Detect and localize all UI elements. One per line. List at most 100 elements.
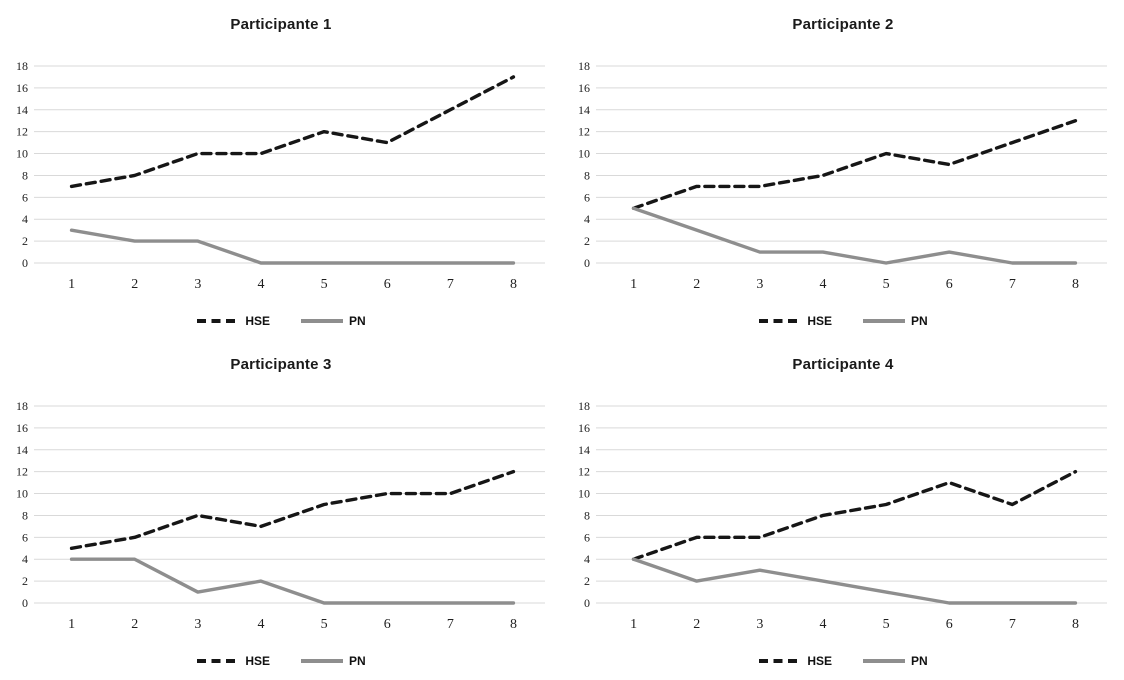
legend: HSE PN: [562, 302, 1124, 340]
y-tick-label: 6: [22, 530, 28, 544]
x-tick-label: 2: [131, 617, 138, 632]
legend: HSE PN: [0, 642, 562, 680]
solid-line-icon: [301, 319, 343, 323]
x-tick-label: 8: [510, 617, 517, 632]
y-tick-label: 2: [584, 574, 590, 588]
dashed-line-icon: [759, 319, 802, 323]
y-tick-label: 12: [16, 465, 28, 479]
x-tick-label: 5: [883, 277, 890, 292]
legend-item-pn: PN: [300, 654, 366, 668]
x-tick-label: 4: [257, 277, 264, 292]
solid-line-icon: [301, 659, 343, 663]
chart-participante-2: Participante 2 0 2 4 6 8 10 12 14 16 18 1 2 3 4 5 6 7 8 H…: [562, 0, 1124, 340]
y-tick-label: 4: [584, 552, 590, 566]
y-tick-label: 14: [578, 443, 590, 457]
y-tick-label: 2: [22, 234, 28, 248]
x-tick-label: 3: [756, 617, 763, 632]
y-tick-label: 2: [584, 234, 590, 248]
series-line-hse: [69, 75, 516, 189]
legend-item-hse: HSE: [196, 314, 270, 328]
series-line-hse: [69, 469, 516, 550]
dashed-line-icon: [197, 319, 240, 323]
legend-item-pn: PN: [300, 314, 366, 328]
chart-title: Participante 1: [230, 16, 332, 33]
legend-label: HSE: [807, 314, 832, 328]
y-tick-label: 4: [22, 552, 28, 566]
series-line-hse: [631, 119, 1078, 210]
x-tick-label: 2: [693, 617, 700, 632]
y-tick-label: 8: [584, 508, 590, 522]
x-tick-label: 1: [68, 617, 75, 632]
legend-item-pn: PN: [862, 314, 928, 328]
x-tick-label: 6: [946, 277, 953, 292]
y-tick-label: 10: [16, 147, 28, 161]
chart-participante-3: Participante 3 0 2 4 6 8 10 12 14 16 18 1 2 3 4 5 6 7 8 H…: [0, 340, 562, 680]
y-tick-label: 6: [584, 530, 590, 544]
solid-line-icon: [863, 319, 905, 323]
x-tick-label: 1: [630, 617, 637, 632]
x-tick-label: 2: [693, 277, 700, 292]
y-tick-label: 16: [16, 421, 28, 435]
y-tick-label: 18: [578, 399, 590, 413]
x-tick-label: 8: [1072, 277, 1079, 292]
legend-label: PN: [349, 314, 366, 328]
legend-item-hse: HSE: [196, 654, 270, 668]
y-tick-label: 8: [22, 508, 28, 522]
y-tick-label: 16: [16, 81, 28, 95]
legend-item-hse: HSE: [758, 654, 832, 668]
x-tick-label: 4: [819, 617, 826, 632]
x-tick-label: 7: [447, 277, 454, 292]
legend-label: HSE: [245, 654, 270, 668]
y-tick-label: 12: [578, 465, 590, 479]
y-tick-label: 10: [578, 487, 590, 501]
x-tick-label: 6: [384, 277, 391, 292]
legend: HSE PN: [562, 642, 1124, 680]
x-tick-label: 3: [194, 277, 201, 292]
y-tick-label: 6: [584, 190, 590, 204]
legend-label: PN: [911, 654, 928, 668]
x-tick-label: 7: [1009, 277, 1016, 292]
legend-label: PN: [349, 654, 366, 668]
y-tick-label: 4: [22, 212, 28, 226]
y-tick-label: 14: [578, 103, 590, 117]
x-tick-label: 6: [384, 617, 391, 632]
y-tick-label: 18: [16, 399, 28, 413]
chart-participante-1: Participante 1 0 2 4 6 8 10 12 14 16 18 1 2 3 4 5 6 7 8 H…: [0, 0, 562, 340]
series-line-pn: [631, 206, 1078, 265]
series-line-pn: [69, 228, 516, 265]
y-tick-label: 0: [584, 256, 590, 270]
legend-label: HSE: [807, 654, 832, 668]
series-line-hse: [631, 469, 1078, 561]
series-line-pn: [631, 557, 1078, 605]
legend-item-pn: PN: [862, 654, 928, 668]
y-tick-label: 18: [578, 59, 590, 73]
y-tick-label: 16: [578, 81, 590, 95]
x-tick-label: 8: [1072, 617, 1079, 632]
x-tick-label: 3: [756, 277, 763, 292]
dashed-line-icon: [197, 659, 240, 663]
y-tick-label: 0: [584, 596, 590, 610]
y-tick-label: 10: [578, 147, 590, 161]
y-tick-label: 0: [22, 596, 28, 610]
x-tick-label: 1: [630, 277, 637, 292]
chart-title: Participante 4: [792, 356, 894, 373]
x-tick-label: 5: [883, 617, 890, 632]
y-tick-label: 14: [16, 103, 28, 117]
y-tick-label: 12: [16, 125, 28, 139]
chart-title: Participante 2: [792, 16, 894, 33]
legend-label: PN: [911, 314, 928, 328]
y-tick-label: 14: [16, 443, 28, 457]
y-tick-label: 4: [584, 212, 590, 226]
x-tick-label: 6: [946, 617, 953, 632]
legend-item-hse: HSE: [758, 314, 832, 328]
y-tick-label: 2: [22, 574, 28, 588]
x-tick-label: 1: [68, 277, 75, 292]
legend: HSE PN: [0, 302, 562, 340]
y-tick-label: 16: [578, 421, 590, 435]
x-tick-label: 3: [194, 617, 201, 632]
